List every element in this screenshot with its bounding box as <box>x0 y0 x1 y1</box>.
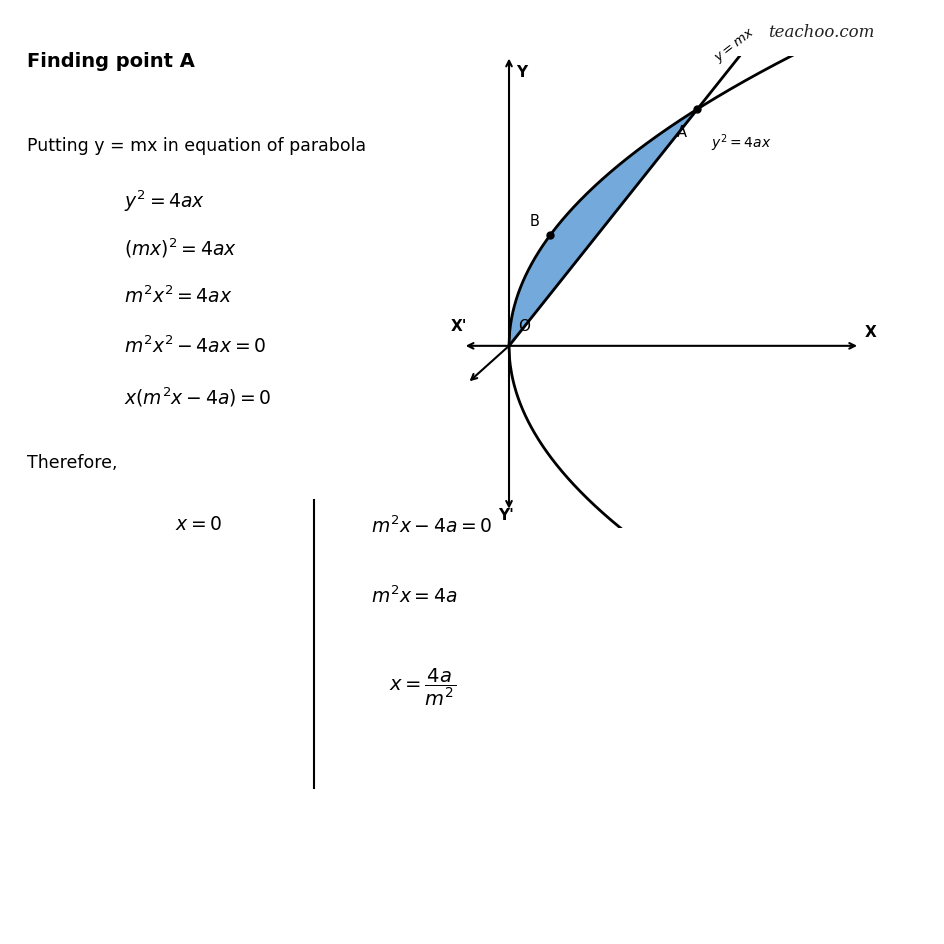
Text: $y = mx$: $y = mx$ <box>712 25 757 65</box>
Text: $x = 0$: $x = 0$ <box>175 514 222 533</box>
Text: Y': Y' <box>497 508 514 523</box>
Text: X: X <box>864 325 875 340</box>
Text: $m^2x^2 = 4ax$: $m^2x^2 = 4ax$ <box>124 285 232 307</box>
Text: $m^2x^2 - 4ax = 0$: $m^2x^2 - 4ax = 0$ <box>124 335 265 357</box>
Text: $m^2x = 4a$: $m^2x = 4a$ <box>371 585 457 607</box>
Text: Y: Y <box>515 65 527 80</box>
Text: $y^2 = 4ax$: $y^2 = 4ax$ <box>124 189 205 214</box>
Text: Putting y = mx in equation of parabola: Putting y = mx in equation of parabola <box>26 137 365 155</box>
Text: Finding point A: Finding point A <box>26 52 194 71</box>
Text: Therefore,: Therefore, <box>26 453 117 471</box>
Text: $x = \dfrac{4a}{m^2}$: $x = \dfrac{4a}{m^2}$ <box>388 666 455 707</box>
Text: $y^2 = 4ax$: $y^2 = 4ax$ <box>711 132 771 154</box>
Text: X': X' <box>450 319 467 334</box>
Text: $x(m^2x - 4a) = 0$: $x(m^2x - 4a) = 0$ <box>124 385 271 409</box>
Text: teachoo.com: teachoo.com <box>767 24 874 41</box>
Text: $(mx)^2 = 4ax$: $(mx)^2 = 4ax$ <box>124 236 236 260</box>
Text: O: O <box>517 319 530 334</box>
Text: $m^2x - 4a = 0$: $m^2x - 4a = 0$ <box>371 514 492 536</box>
Text: A: A <box>676 125 685 140</box>
Text: B: B <box>529 214 539 228</box>
